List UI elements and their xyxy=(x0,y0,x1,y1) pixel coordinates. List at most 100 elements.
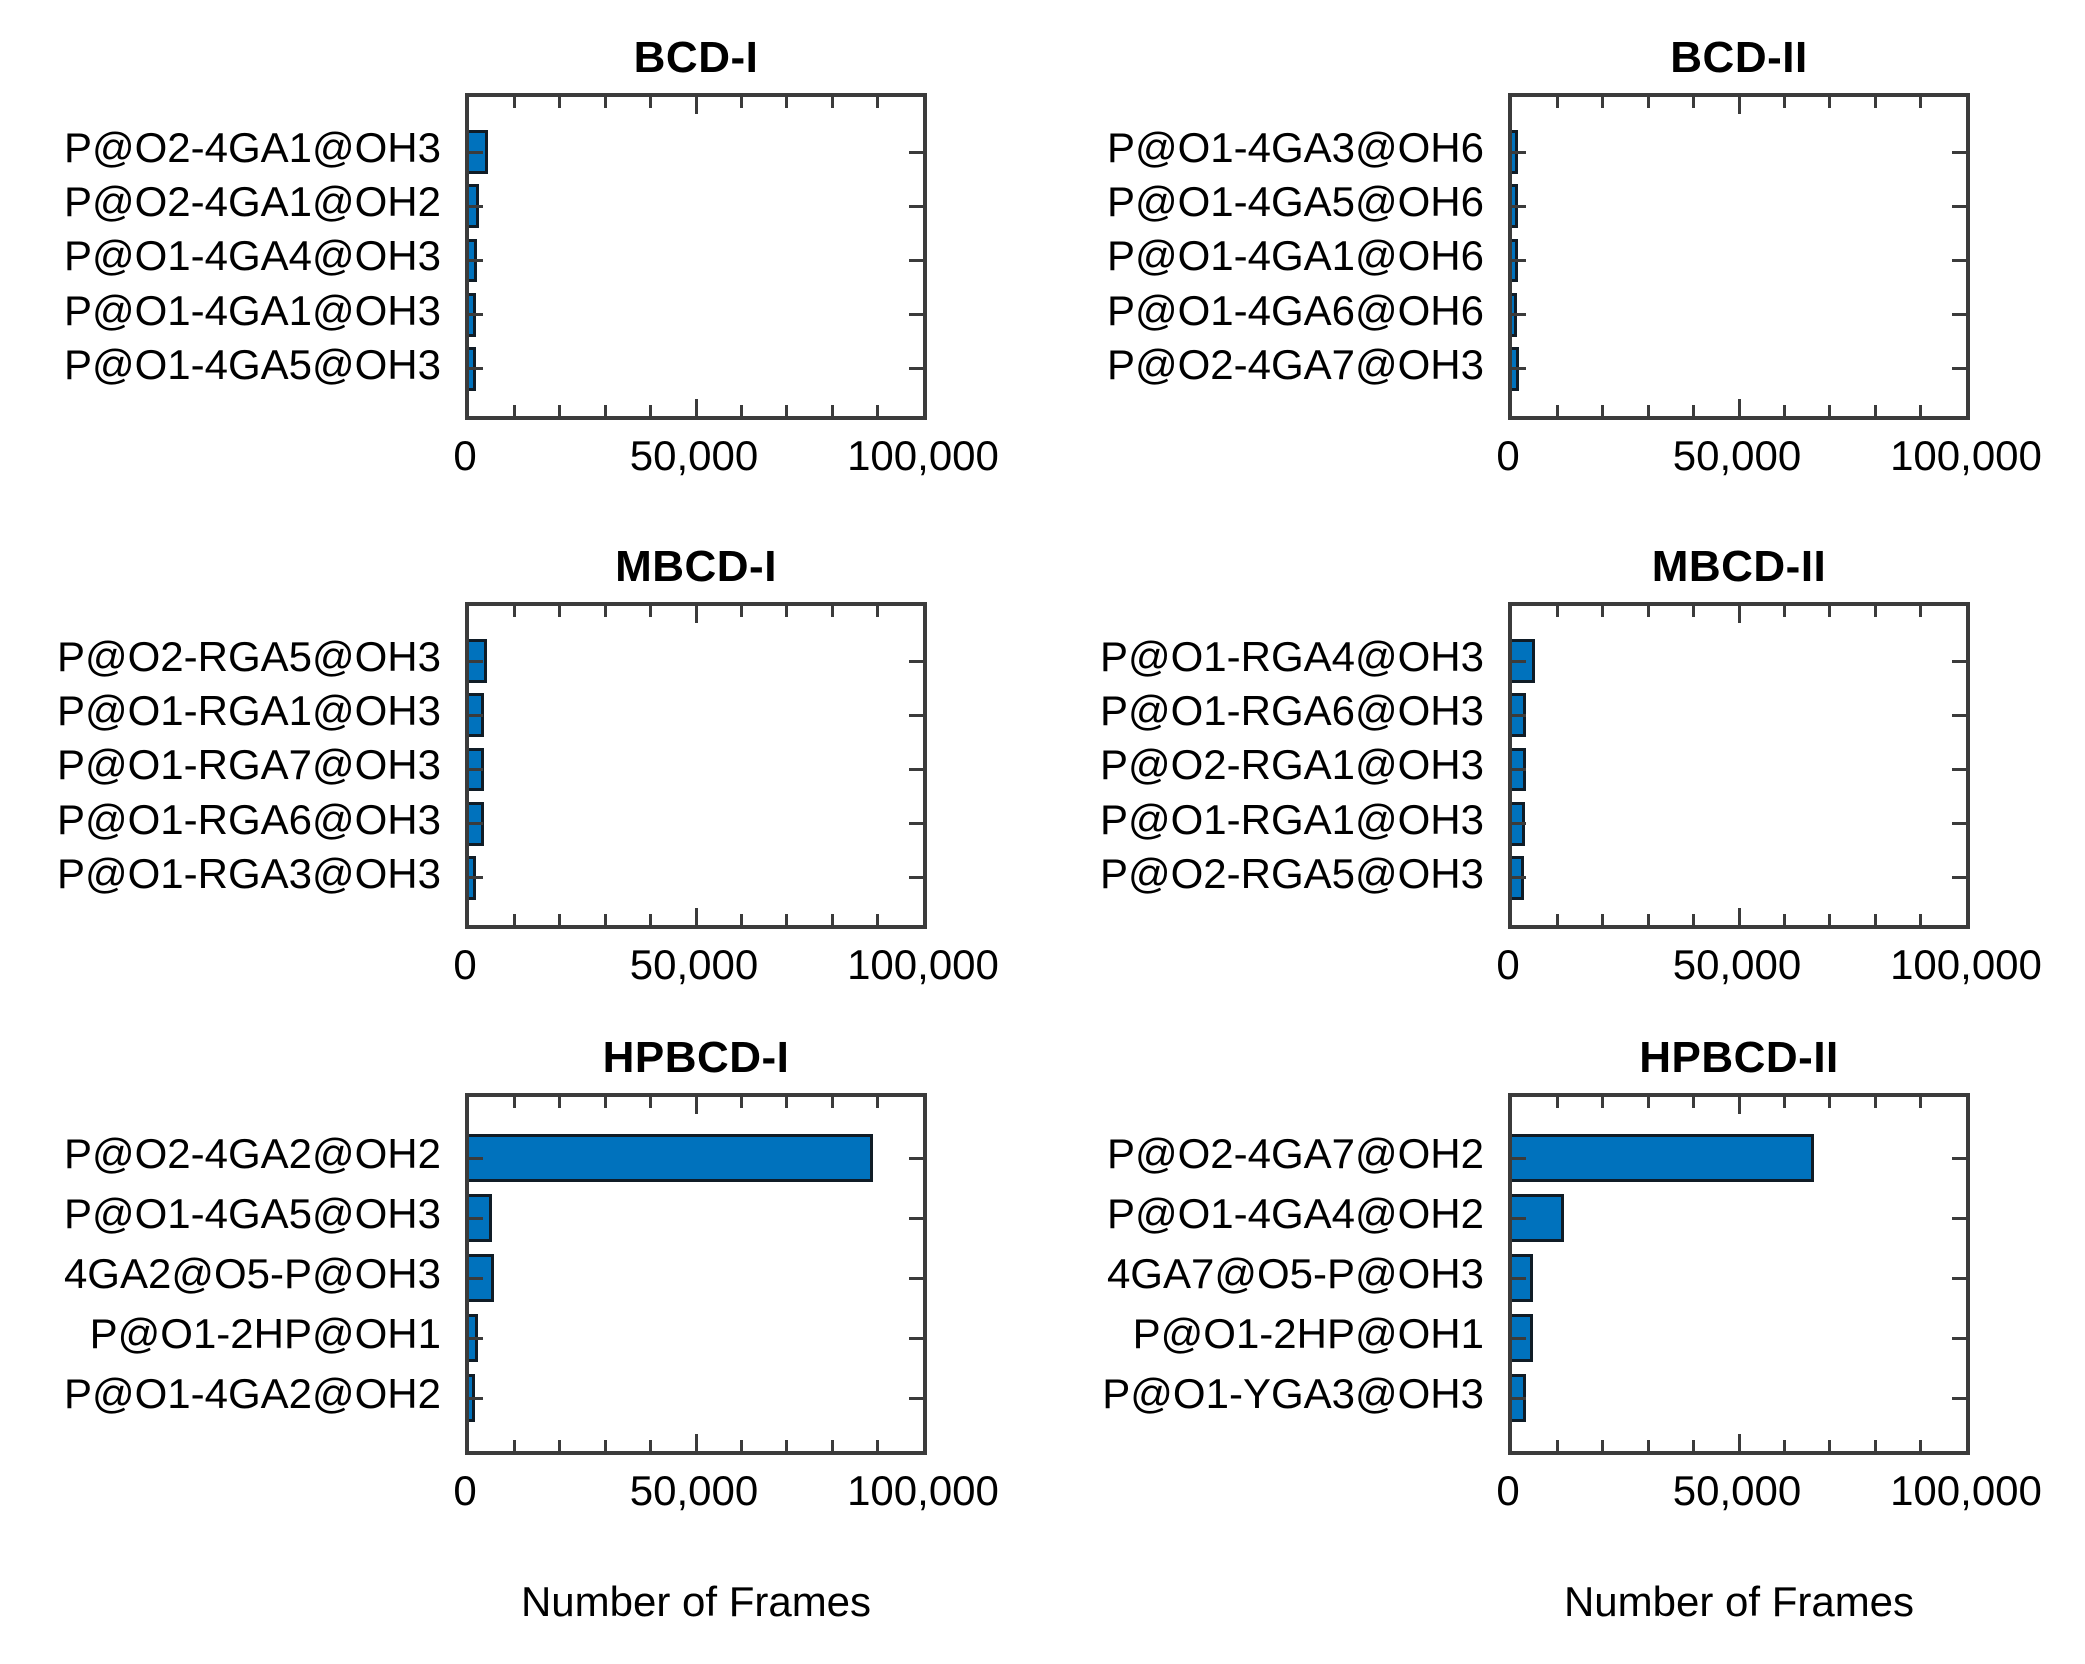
category-label: P@O2-RGA1@OH3 xyxy=(1099,741,1484,789)
x-tick xyxy=(785,405,789,416)
x-tick xyxy=(512,606,516,617)
y-tick xyxy=(909,1156,923,1160)
x-tick xyxy=(512,1097,516,1108)
category-labels: P@O2-RGA5@OH3 P@O1-RGA1@OH3 P@O1-RGA7@OH3 P… xyxy=(8,602,441,929)
x-tick xyxy=(1737,1097,1741,1114)
y-tick xyxy=(909,259,923,262)
y-tick xyxy=(469,1336,483,1340)
x-tick xyxy=(1919,1097,1923,1108)
category-labels: P@O2-4GA2@OH2 P@O1-4GA5@OH3 4GA2@O5-P@OH3 P… xyxy=(8,1093,441,1455)
y-tick xyxy=(469,313,483,317)
x-tick xyxy=(1919,1440,1923,1451)
x-tick xyxy=(1919,97,1923,108)
x-tick-label: 100,000 xyxy=(1890,1467,2042,1514)
x-tick xyxy=(876,405,880,416)
x-tick xyxy=(694,908,698,925)
y-tick xyxy=(1512,713,1526,717)
x-tick xyxy=(1782,1097,1786,1108)
x-tick xyxy=(830,606,834,617)
chart-title: MBCD-II xyxy=(1651,542,1827,591)
x-tick xyxy=(649,606,653,617)
category-labels: P@O2-4GA1@OH3 P@O2-4GA1@OH2 P@O1-4GA4@OH3 P… xyxy=(8,93,441,420)
x-tick xyxy=(1692,1440,1696,1451)
x-tick xyxy=(1646,1097,1650,1108)
x-tick-labels: 0 50,000 100,000 xyxy=(1496,941,2042,993)
x-tick xyxy=(1737,399,1741,416)
category-label: P@O2-4GA1@OH2 xyxy=(63,178,441,226)
category-label: P@O2-4GA7@OH2 xyxy=(1106,1130,1484,1177)
x-tick-labels: 0 50,000 100,000 xyxy=(1496,1467,2042,1519)
x-tick xyxy=(1555,405,1559,416)
x-tick-label: 0 xyxy=(453,941,477,988)
x-tick xyxy=(603,606,607,617)
x-tick xyxy=(603,1097,607,1108)
category-label: P@O1-4GA5@OH3 xyxy=(63,340,441,388)
y-tick xyxy=(1952,1276,1966,1280)
x-tick xyxy=(694,399,698,416)
y-tick xyxy=(1952,259,1966,262)
y-tick xyxy=(469,1396,483,1400)
y-tick xyxy=(1512,822,1526,826)
x-tick xyxy=(1555,1440,1559,1451)
category-label: P@O1-4GA4@OH2 xyxy=(1106,1190,1484,1237)
x-tick xyxy=(739,97,743,108)
x-tick xyxy=(1646,606,1650,617)
y-tick xyxy=(469,204,483,208)
x-tick xyxy=(739,1440,743,1451)
y-tick xyxy=(1952,204,1966,208)
x-axis-label: Number of Frames xyxy=(1563,1578,1915,1625)
y-tick xyxy=(1512,367,1526,371)
x-tick-label: 100,000 xyxy=(847,941,999,988)
x-tick xyxy=(876,914,880,925)
x-tick xyxy=(785,1440,789,1451)
category-label: P@O1-RGA1@OH3 xyxy=(1099,795,1484,843)
x-tick xyxy=(694,1434,698,1451)
x-tick xyxy=(1692,914,1696,925)
x-tick xyxy=(785,606,789,617)
x-tick xyxy=(785,1097,789,1108)
x-tick-label: 50,000 xyxy=(1672,1467,1802,1514)
x-tick xyxy=(1873,97,1877,108)
x-tick xyxy=(830,97,834,108)
y-tick xyxy=(1512,1156,1526,1160)
bar xyxy=(1512,1133,1814,1183)
x-tick xyxy=(876,606,880,617)
plot-area xyxy=(465,1093,927,1455)
y-tick xyxy=(1952,659,1966,663)
y-tick xyxy=(469,150,483,154)
y-tick xyxy=(469,822,483,826)
x-tick xyxy=(785,97,789,108)
x-tick xyxy=(1601,97,1605,108)
category-label: P@O1-RGA7@OH3 xyxy=(56,741,441,789)
y-tick xyxy=(1512,313,1526,317)
x-tick xyxy=(558,405,562,416)
x-tick xyxy=(876,97,880,108)
x-tick xyxy=(1601,914,1605,925)
y-tick xyxy=(909,1216,923,1220)
x-tick xyxy=(830,1440,834,1451)
x-tick xyxy=(512,97,516,108)
y-tick xyxy=(909,659,923,663)
category-labels: P@O1-RGA4@OH3 P@O1-RGA6@OH3 P@O2-RGA1@OH3 P… xyxy=(1051,602,1484,929)
x-tick xyxy=(1646,97,1650,108)
y-tick xyxy=(469,259,483,262)
y-tick xyxy=(1952,1336,1966,1340)
category-label: P@O1-RGA6@OH3 xyxy=(56,795,441,843)
subplot-mbcd-i: MBCD-I P@O2-RGA5@OH3 P@O1-RGA1@OH3 P@O1-RG… xyxy=(0,509,1042,1000)
y-tick xyxy=(1952,876,1966,880)
x-tick xyxy=(1828,914,1832,925)
chart-title: BCD-II xyxy=(1670,33,1808,82)
x-tick-label: 0 xyxy=(1496,432,1520,479)
y-tick xyxy=(909,150,923,154)
y-tick xyxy=(1952,1156,1966,1160)
chart-title: BCD-I xyxy=(633,33,759,82)
x-tick xyxy=(603,97,607,108)
chart-title: MBCD-I xyxy=(615,542,777,591)
subplot-hpbcd-ii: HPBCD-II P@O2-4GA7@OH2 P@O1-4GA4@OH2 4GA7@… xyxy=(1043,1000,2085,1664)
x-tick xyxy=(1601,1097,1605,1108)
x-tick-label: 50,000 xyxy=(1672,941,1802,988)
category-label: P@O2-4GA7@OH3 xyxy=(1106,340,1484,388)
x-tick xyxy=(1828,1440,1832,1451)
x-tick xyxy=(1919,405,1923,416)
